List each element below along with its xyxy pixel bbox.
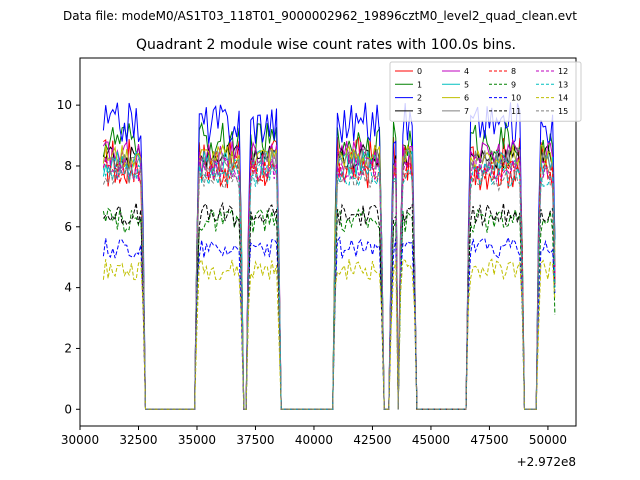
chart-title: Quadrant 2 module wise count rates with … [136,37,516,53]
y-tick-label: 2 [64,341,72,355]
x-tick-label: 32500 [119,433,157,447]
legend-label: 3 [417,107,422,116]
x-tick-label: 47500 [470,433,508,447]
x-axis: 30000 32500 35000 37500 40000 42500 45000 47500… [61,426,567,447]
suptitle: Data file: modeM0/AS1T03_118T01_90000029… [63,9,577,23]
x-tick-label: 35000 [178,433,216,447]
legend-label: 8 [511,67,516,76]
x-tick-label: 37500 [236,433,274,447]
y-axis: 0 2 4 6 8 10 [57,98,80,416]
x-tick-label: 40000 [295,433,333,447]
y-tick-label: 10 [57,98,72,112]
x-tick-label: 50000 [529,433,567,447]
legend-box [389,61,582,122]
legend-label: 6 [464,94,469,103]
y-tick-label: 8 [64,159,72,173]
legend-label: 2 [417,94,422,103]
legend-label: 10 [511,94,521,103]
legend-label: 15 [558,107,568,116]
legend-label: 14 [558,94,568,103]
legend-label: 13 [558,80,568,89]
x-tick-label: 45000 [412,433,450,447]
series-line-15 [102,164,556,410]
legend-label: 5 [464,80,469,89]
x-tick-label: 30000 [61,433,99,447]
legend-label: 11 [511,107,521,116]
y-tick-label: 6 [64,220,72,234]
legend-label: 7 [464,107,469,116]
legend-label: 12 [558,67,568,76]
y-tick-label: 0 [64,402,72,416]
series-layer [102,102,556,410]
plot-frame [79,57,577,427]
legend-label: 0 [417,67,422,76]
legend-label: 9 [511,80,516,89]
series-line-12 [102,155,556,410]
x-offset-label: +2.972e8 [517,455,576,469]
legend-label: 1 [417,80,422,89]
y-tick-label: 4 [64,281,72,295]
legend-label: 4 [464,67,469,76]
x-tick-label: 42500 [353,433,391,447]
